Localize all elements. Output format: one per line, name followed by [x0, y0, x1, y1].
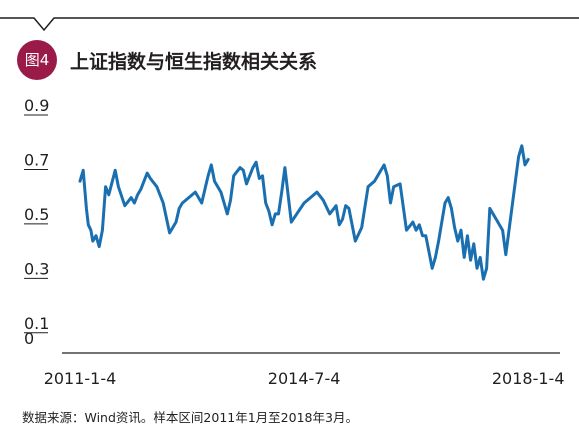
x-axis-ticks: 2011-1-4 2014-7-4 2018-1-4	[44, 369, 565, 388]
x-tick-label: 2014-7-4	[268, 369, 341, 388]
y-tick-label: 0.3	[24, 259, 49, 278]
chart-title: 上证指数与恒生指数相关关系	[70, 51, 318, 73]
y-tick-label: 0.9	[24, 96, 49, 115]
series-layer	[78, 144, 530, 281]
y-tick-label: 0.7	[24, 150, 49, 169]
header-rule	[0, 17, 579, 32]
figure-badge: 图4	[17, 40, 57, 80]
y-tick-label: 0.5	[24, 205, 49, 224]
correlation-series-line	[78, 144, 530, 281]
x-tick-label: 2011-1-4	[44, 369, 117, 388]
data-source-note: 数据来源：Wind资讯。样本区间2011年1月至2018年3月。	[22, 410, 358, 425]
y-axis-ticks: 00.1 0.3 0.5 0.7 0.9	[24, 96, 49, 348]
x-tick-label: 2018-1-4	[492, 369, 565, 388]
y-tick-label: 0	[24, 329, 34, 348]
line-chart: 00.1 0.3 0.5 0.7 0.9 2011-1-4 2014-7-4 2018-1-…	[24, 96, 565, 388]
y-tick-label: 0.1	[24, 314, 49, 333]
